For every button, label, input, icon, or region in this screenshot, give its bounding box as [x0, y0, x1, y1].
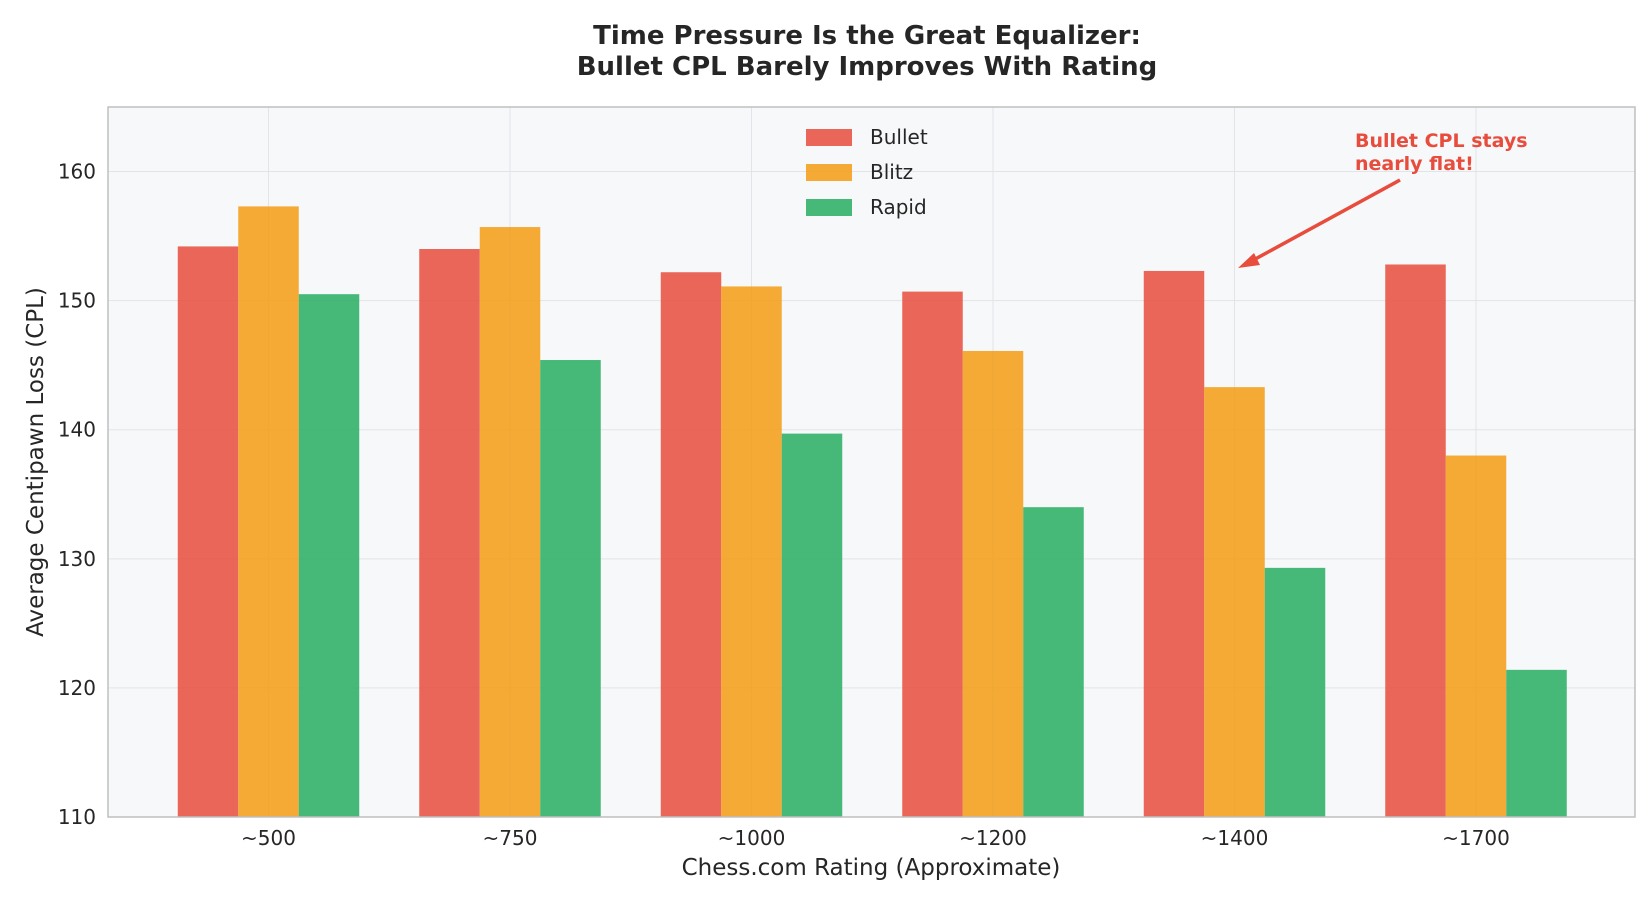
bar-bullet-5: [1385, 264, 1446, 817]
legend-swatch-rapid: [806, 199, 852, 216]
bar-blitz-3: [962, 350, 1024, 817]
axis-ticks: 110 120 130 140 150 160 ~500 ~750 ~1000 ~1200 ~140…: [58, 160, 1510, 850]
bar-rapid-1: [540, 360, 601, 817]
x-tick-label: ~1000: [718, 826, 786, 850]
bar-rapid-3: [1023, 507, 1084, 817]
bar-rapid-0: [298, 294, 360, 817]
bar-blitz-0: [238, 206, 299, 817]
bar-rapid-2: [781, 433, 843, 817]
bar-rapid-5: [1506, 669, 1567, 817]
plot-frame: [107, 106, 1636, 818]
legend: Bullet Blitz Rapid: [806, 125, 928, 219]
bar-blitz-5: [1445, 455, 1507, 817]
annotation: Bullet CPL stays nearly flat!: [1238, 130, 1528, 268]
x-axis-label: Chess.com Rating (Approximate): [682, 855, 1061, 881]
y-axis-label: Average Centipawn Loss (CPL): [23, 287, 49, 637]
legend-label-rapid: Rapid: [870, 195, 927, 219]
annotation-text-line1: Bullet CPL stays: [1355, 130, 1528, 152]
bar-bullet-4: [1143, 270, 1205, 818]
chart-title-line2: Bullet CPL Barely Improves With Rating: [577, 52, 1158, 82]
legend-swatch-bullet: [806, 129, 852, 146]
bar-blitz-1: [479, 227, 541, 817]
bar-rapid-4: [1264, 567, 1326, 817]
bars: [177, 206, 1567, 818]
annotation-arrow-head: [1238, 253, 1260, 268]
x-tick-label: ~1700: [1442, 826, 1510, 850]
bar-bullet-2: [660, 272, 722, 818]
y-tick-label: 120: [58, 676, 96, 700]
y-tick-label: 150: [58, 289, 96, 313]
x-tick-label: ~1200: [959, 826, 1027, 850]
y-tick-label: 110: [58, 805, 96, 829]
bar-bullet-3: [902, 291, 963, 818]
y-tick-label: 130: [58, 547, 96, 571]
bar-bullet-1: [419, 249, 480, 817]
chart-title-line1: Time Pressure Is the Great Equalizer:: [593, 21, 1141, 51]
bar-bullet-0: [177, 246, 239, 817]
y-tick-label: 160: [58, 160, 96, 184]
bar-blitz-4: [1204, 387, 1265, 817]
legend-swatch-blitz: [806, 164, 852, 181]
annotation-arrow-line: [1247, 178, 1401, 265]
plot-area: [108, 107, 1635, 817]
y-tick-label: 140: [58, 418, 96, 442]
bar-blitz-2: [721, 286, 782, 817]
legend-label-blitz: Blitz: [870, 160, 913, 184]
x-tick-label: ~750: [483, 826, 538, 850]
x-tick-label: ~1400: [1201, 826, 1269, 850]
legend-label-bullet: Bullet: [870, 125, 928, 149]
annotation-text-line2: nearly flat!: [1355, 153, 1474, 175]
x-tick-label: ~500: [241, 826, 296, 850]
